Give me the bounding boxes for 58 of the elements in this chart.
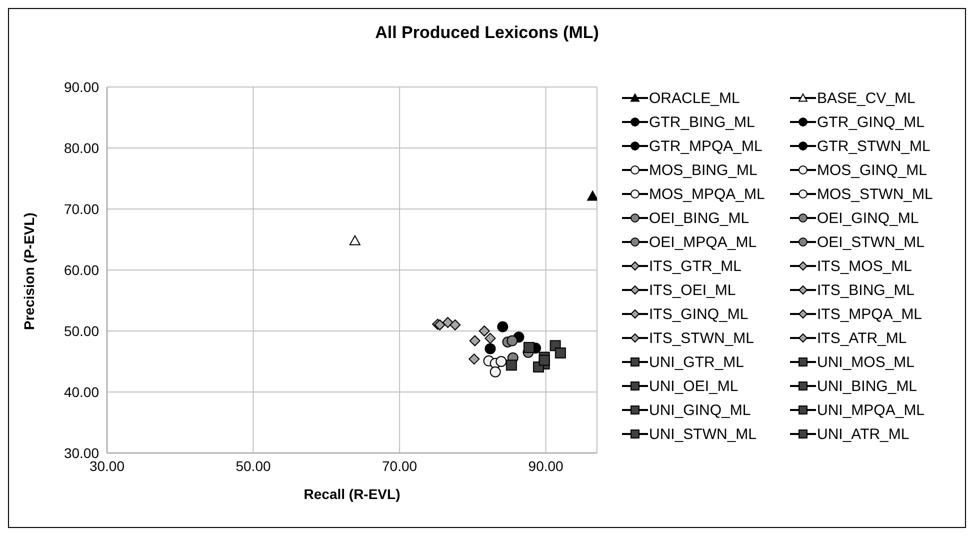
legend-label: GTR_BING_ML — [649, 114, 755, 130]
point — [497, 321, 508, 332]
legend-label: UNI_MOS_ML — [817, 354, 915, 370]
legend-label: ITS_ATR_ML — [817, 330, 907, 346]
point — [468, 354, 480, 365]
legend-label: ITS_STWN_ML — [649, 330, 754, 346]
point — [587, 190, 597, 201]
point — [506, 335, 518, 346]
legend-label: UNI_MPQA_ML — [817, 402, 925, 418]
point — [450, 319, 461, 330]
point — [469, 335, 480, 346]
legend-label: OEI_STWN_ML — [817, 234, 925, 250]
legend-label: UNI_STWN_ML — [649, 426, 757, 442]
y-tick-label: 40.00 — [64, 384, 100, 400]
legend-label: ITS_OEI_ML — [649, 282, 736, 298]
y-axis-title: Precision (P-EVL) — [20, 212, 37, 330]
chart-title: All Produced Lexicons (ML) — [374, 22, 600, 44]
legend-label: UNI_ATR_ML — [817, 426, 910, 442]
legend-label: GTR_STWN_ML — [817, 138, 930, 154]
legend-label: ORACLE_ML — [649, 90, 740, 106]
y-tick-label: 60.00 — [64, 262, 100, 278]
point — [484, 332, 496, 344]
point — [484, 343, 496, 354]
legend-label: UNI_BING_ML — [817, 378, 918, 394]
legend-label: MOS_BING_ML — [649, 162, 758, 178]
x-axis-title: Recall (R-EVL) — [304, 486, 400, 502]
legend-label: MOS_STWN_ML — [817, 186, 933, 202]
legend-label: ITS_GINQ_ML — [649, 306, 748, 322]
legend-label: UNI_GINQ_ML — [649, 402, 751, 418]
point — [523, 342, 534, 353]
legend-label: UNI_GTR_ML — [649, 354, 744, 370]
legend-label: ITS_GTR_ML — [649, 258, 742, 274]
point — [496, 356, 507, 367]
point — [554, 347, 566, 358]
y-tick-label: 90.00 — [64, 78, 100, 95]
x-tick-label: 90.00 — [528, 458, 564, 474]
legend-label: GTR_MPQA_ML — [649, 138, 762, 154]
legend-label: OEI_MPQA_ML — [649, 234, 757, 250]
legend-label: UNI_OEI_ML — [649, 378, 738, 394]
legend-label: GTR_GINQ_ML — [817, 114, 925, 130]
legend-label: OEI_BING_ML — [649, 210, 750, 226]
point — [506, 360, 517, 371]
legend-label: MOS_MPQA_ML — [649, 186, 765, 202]
point — [349, 235, 360, 246]
legend-label: MOS_GINQ_ML — [817, 162, 928, 178]
legend-label: ITS_BING_ML — [817, 282, 915, 298]
y-tick-label: 80.00 — [64, 140, 100, 156]
x-tick-label: 50.00 — [236, 458, 271, 474]
x-tick-label: 70.00 — [382, 458, 418, 474]
legend-label: OEI_GINQ_ML — [817, 210, 919, 226]
point — [478, 326, 490, 336]
legend-label: ITS_MOS_ML — [817, 258, 912, 274]
y-tick-label: 50.00 — [64, 322, 100, 339]
point — [490, 366, 501, 378]
point — [538, 354, 550, 366]
legend-label: BASE_CV_ML — [817, 90, 916, 106]
y-tick-label: 70.00 — [64, 200, 100, 217]
legend-label: ITS_MPQA_ML — [817, 306, 922, 322]
